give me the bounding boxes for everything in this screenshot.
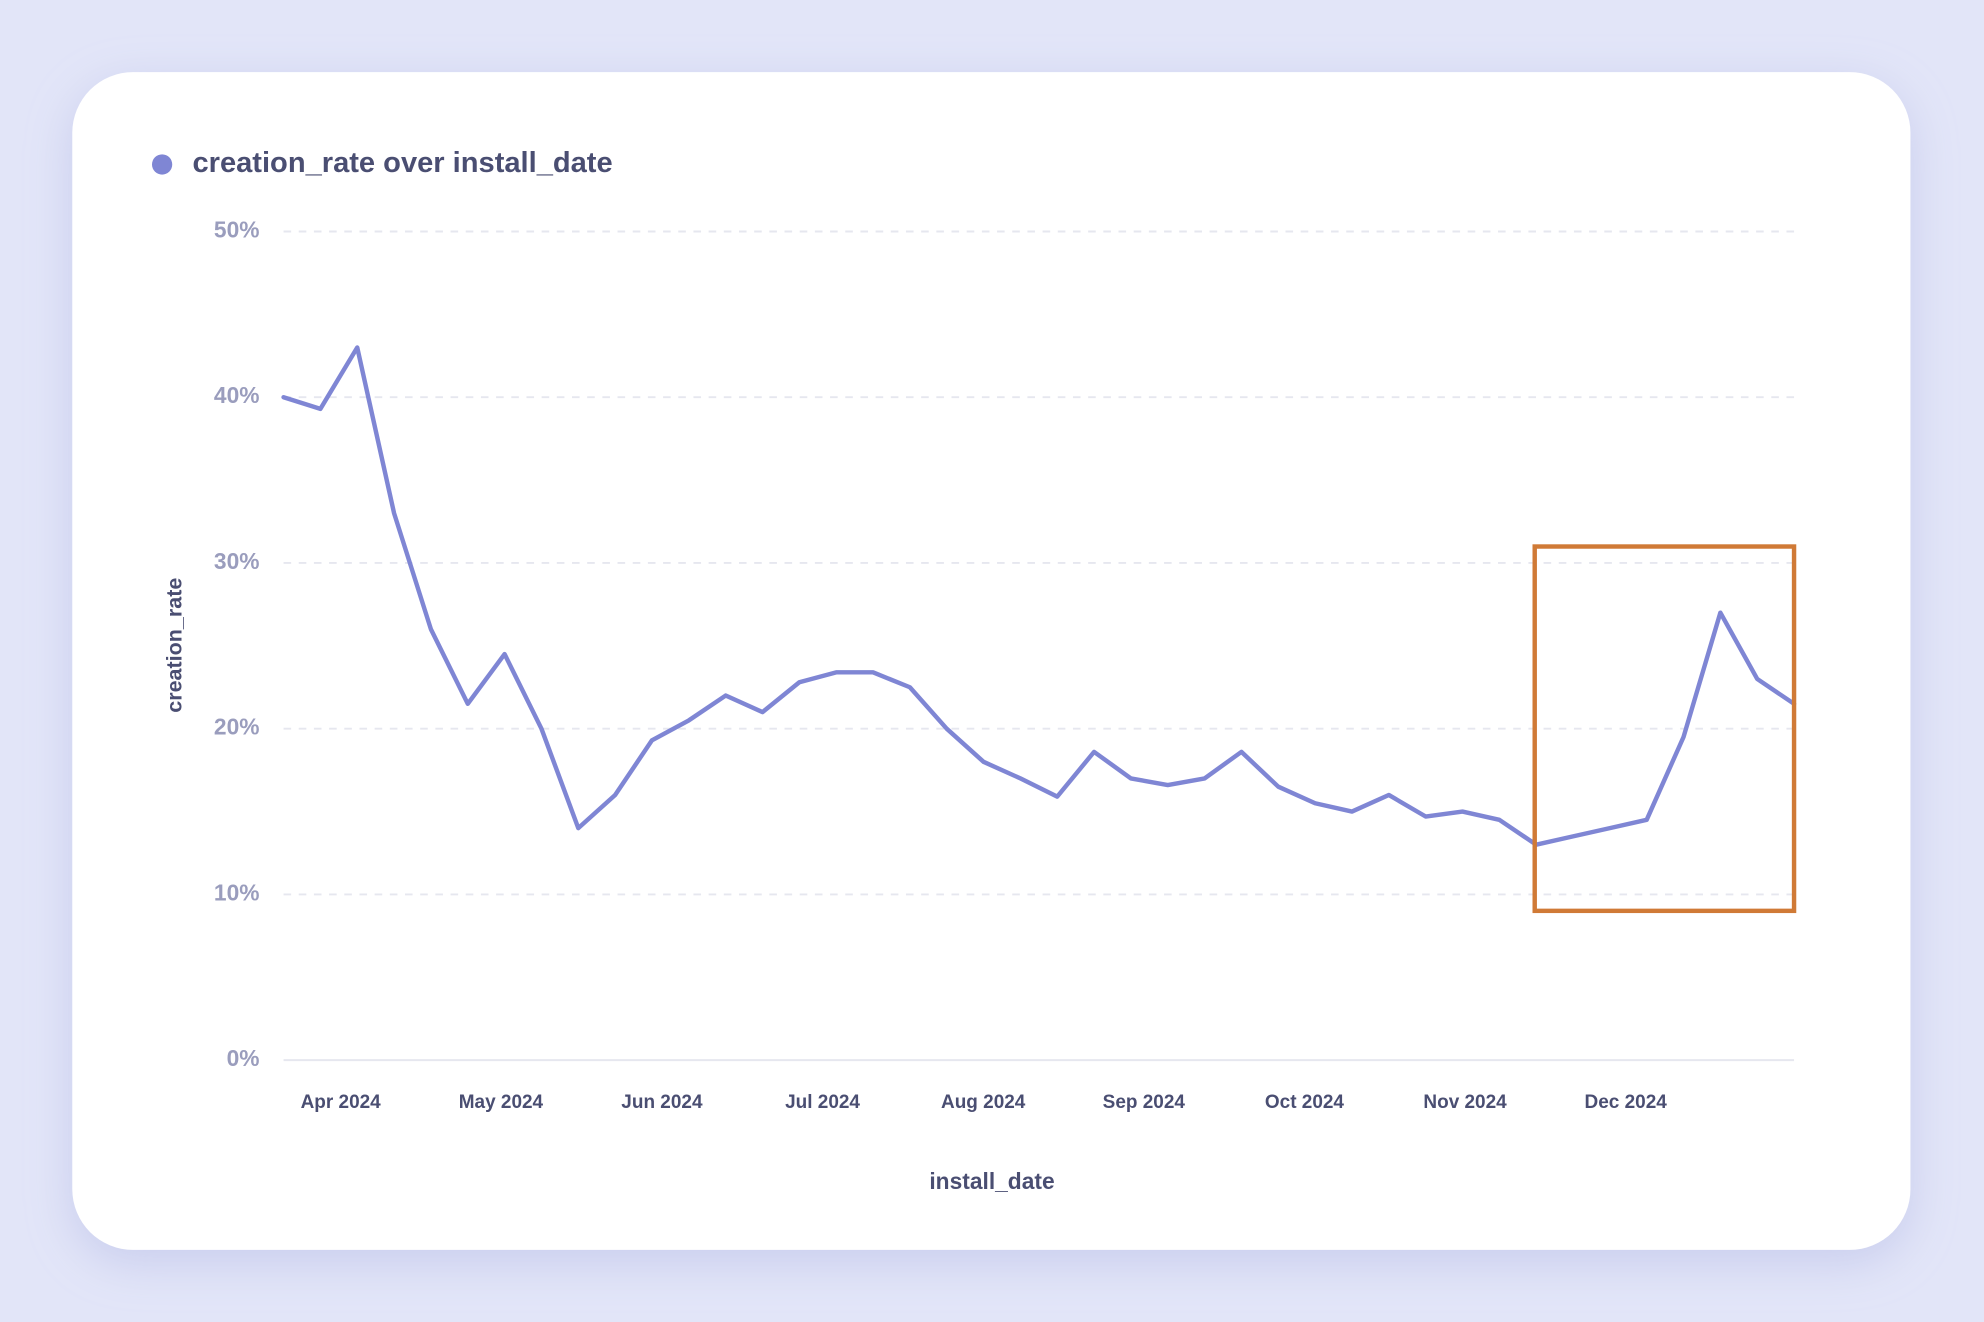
y-tick-label: 20% bbox=[214, 714, 260, 740]
y-tick-label: 40% bbox=[214, 382, 260, 408]
x-axis-label: install_date bbox=[929, 1168, 1054, 1194]
data-line bbox=[281, 345, 1797, 847]
x-tick-label: Dec 2024 bbox=[1585, 1092, 1668, 1113]
x-tick-label: Oct 2024 bbox=[1265, 1092, 1345, 1113]
x-tick-label: Apr 2024 bbox=[301, 1092, 382, 1113]
x-tick-label: Jun 2024 bbox=[621, 1092, 703, 1113]
x-tick-label: Nov 2024 bbox=[1423, 1092, 1507, 1113]
y-tick-label: 30% bbox=[214, 548, 260, 574]
y-tick-label: 50% bbox=[214, 217, 260, 243]
highlight-box bbox=[1532, 544, 1797, 914]
card bbox=[72, 72, 1911, 1250]
y-axis-label: creation_rate bbox=[163, 578, 187, 713]
legend-dot bbox=[151, 154, 173, 175]
x-tick-label: May 2024 bbox=[459, 1092, 544, 1113]
chart-title: creation_rate over install_date bbox=[192, 147, 612, 179]
x-tick-label: Aug 2024 bbox=[941, 1092, 1026, 1113]
y-tick-label: 0% bbox=[227, 1045, 260, 1071]
x-tick-label: Jul 2024 bbox=[785, 1092, 860, 1113]
y-tick-label: 10% bbox=[214, 879, 260, 905]
x-tick-label: Sep 2024 bbox=[1103, 1092, 1186, 1113]
